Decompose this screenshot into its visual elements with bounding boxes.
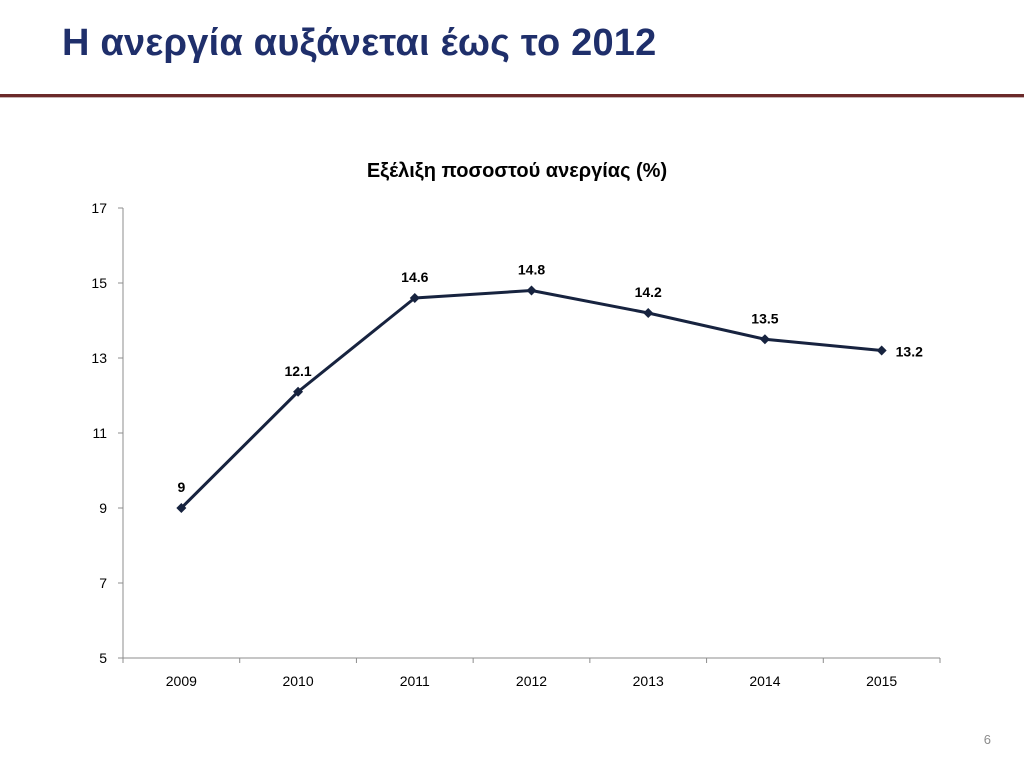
data-point-marker: [176, 503, 187, 513]
page-number: 6: [983, 732, 991, 747]
data-label: 14.8: [518, 262, 545, 278]
title-divider-shadow: [0, 97, 1024, 98]
x-tick-label: 2011: [400, 673, 430, 689]
chart-title: Εξέλιξη ποσοστού ανεργίας (%): [366, 160, 668, 182]
data-label: 9: [177, 479, 185, 495]
data-label: 13.5: [751, 310, 778, 326]
y-tick-label: 5: [99, 650, 107, 666]
x-tick-label: 2013: [633, 673, 664, 689]
data-label: 14.2: [635, 284, 662, 300]
data-point-marker: [409, 293, 420, 303]
x-tick-label: 2010: [282, 673, 313, 689]
y-tick-label: 17: [91, 200, 107, 216]
x-tick-label: 2009: [166, 673, 197, 689]
y-tick-label: 7: [99, 575, 107, 591]
slide-title: Η ανεργία αυξάνεται έως το 2012: [62, 22, 657, 64]
data-point-marker: [876, 345, 887, 356]
data-point-marker: [759, 334, 770, 345]
data-label: 13.2: [896, 344, 923, 360]
x-tick-label: 2014: [749, 673, 780, 689]
y-tick-label: 15: [91, 275, 107, 291]
x-tick-label: 2015: [866, 673, 897, 689]
x-tick-label: 2012: [516, 673, 547, 689]
y-tick-label: 11: [92, 425, 107, 441]
data-point-marker: [293, 386, 304, 397]
y-tick-label: 13: [91, 350, 107, 366]
data-label: 14.6: [401, 269, 428, 285]
title-divider: [0, 94, 1024, 97]
data-point-marker: [526, 285, 537, 296]
data-point-marker: [643, 308, 654, 318]
y-tick-label: 9: [99, 500, 107, 516]
data-label: 12.1: [284, 363, 311, 379]
